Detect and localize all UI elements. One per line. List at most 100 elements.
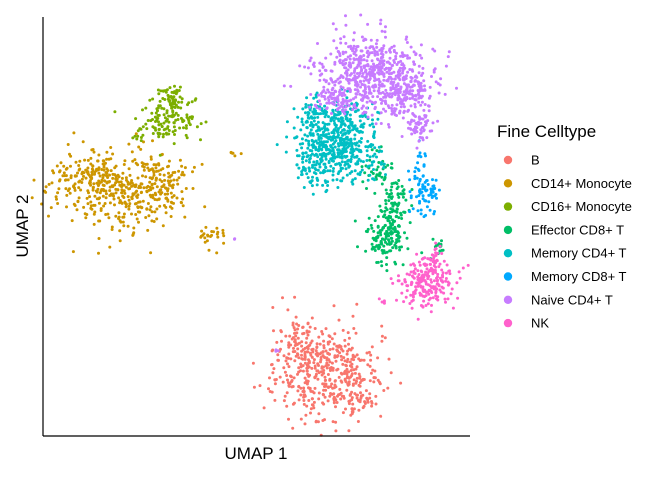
point	[427, 109, 431, 113]
point	[382, 162, 386, 166]
point	[301, 157, 304, 161]
point	[134, 183, 138, 187]
point	[419, 212, 423, 216]
point	[357, 63, 361, 66]
point	[59, 161, 63, 165]
point	[380, 334, 384, 338]
point	[390, 103, 394, 107]
point	[389, 72, 393, 75]
point	[312, 406, 316, 410]
point	[392, 50, 396, 54]
point	[373, 191, 377, 195]
point	[417, 260, 421, 264]
point	[199, 234, 203, 238]
point	[441, 248, 445, 252]
point	[373, 49, 377, 53]
point	[298, 142, 302, 146]
point	[430, 303, 433, 307]
point	[169, 114, 173, 118]
point	[378, 62, 381, 66]
point	[343, 112, 347, 116]
point	[389, 232, 393, 236]
point	[431, 269, 435, 273]
point	[331, 368, 335, 372]
point	[322, 126, 326, 130]
point	[345, 388, 349, 392]
point	[333, 80, 337, 84]
point	[374, 394, 378, 398]
point	[98, 174, 102, 178]
point	[419, 96, 423, 100]
point	[295, 331, 299, 335]
point	[373, 105, 377, 109]
point	[377, 77, 381, 81]
point	[427, 292, 431, 296]
point	[391, 281, 395, 285]
point	[408, 221, 412, 225]
point	[172, 178, 176, 182]
point	[377, 71, 381, 75]
point	[310, 138, 314, 142]
point	[385, 91, 389, 95]
point	[384, 188, 388, 192]
point	[403, 210, 407, 214]
point	[178, 158, 182, 162]
point	[431, 257, 435, 261]
point	[322, 130, 325, 134]
point	[252, 385, 256, 389]
point	[368, 396, 372, 400]
point	[339, 391, 343, 395]
point	[368, 158, 372, 162]
point	[154, 128, 158, 132]
point	[408, 273, 411, 277]
point	[309, 72, 313, 76]
point	[105, 174, 109, 178]
point	[320, 159, 324, 162]
point	[124, 202, 128, 206]
point	[382, 44, 386, 48]
point	[437, 188, 441, 192]
point	[346, 137, 349, 141]
point	[393, 77, 397, 81]
point	[351, 108, 355, 111]
point	[382, 244, 386, 248]
point	[313, 366, 317, 370]
point	[170, 195, 174, 199]
point	[369, 38, 373, 42]
point	[412, 127, 416, 131]
point	[332, 129, 336, 133]
point	[180, 190, 184, 194]
point	[309, 389, 313, 393]
point	[428, 208, 432, 212]
point	[326, 385, 330, 389]
point	[110, 225, 114, 229]
point	[349, 78, 353, 82]
point	[312, 119, 316, 123]
point	[161, 135, 165, 139]
point	[285, 374, 289, 377]
point	[324, 91, 328, 95]
point	[303, 422, 307, 426]
point	[210, 233, 214, 237]
point	[305, 336, 309, 340]
point	[432, 279, 436, 283]
point	[327, 101, 331, 105]
point	[359, 49, 363, 53]
point	[215, 251, 219, 255]
point	[405, 35, 409, 39]
point	[160, 180, 164, 183]
point	[389, 166, 393, 170]
point	[421, 66, 425, 70]
point	[341, 362, 345, 366]
point	[71, 250, 75, 254]
point	[358, 71, 362, 75]
point	[359, 80, 362, 84]
point	[400, 184, 404, 188]
point	[137, 220, 140, 224]
point	[426, 183, 430, 186]
point	[141, 199, 145, 203]
point	[368, 99, 372, 103]
point	[351, 49, 355, 53]
point	[440, 239, 443, 243]
point	[301, 152, 305, 156]
